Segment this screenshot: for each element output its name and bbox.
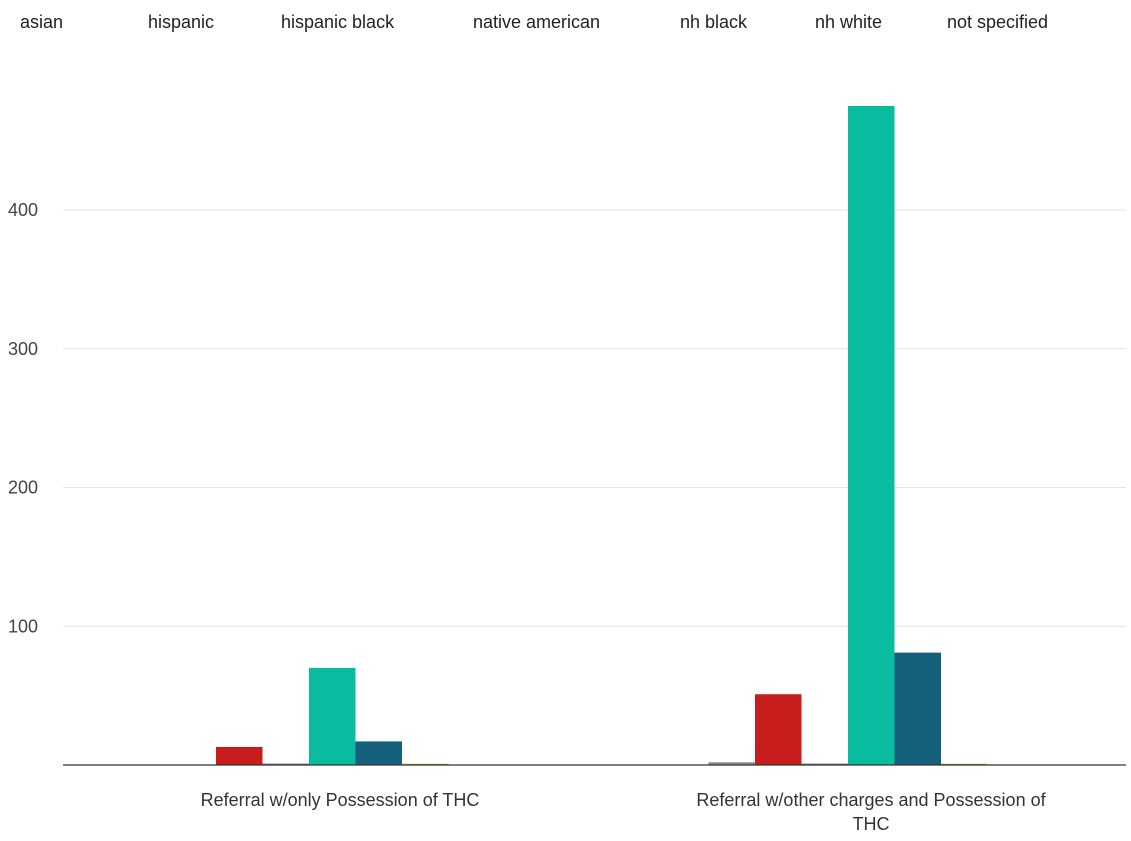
bar-nh-black-2 xyxy=(848,105,895,765)
y-tick-label-100: 100 xyxy=(8,616,38,636)
bar-hispanic-black-2 xyxy=(755,694,802,765)
legend-item-nh-white: nh white xyxy=(815,12,882,32)
legend: asian hispanic hispanic black native americ… xyxy=(20,12,1048,32)
legend-item-native-american: native american xyxy=(473,12,600,32)
x-category-label-1: Referral w/only Possession of THC xyxy=(201,790,480,810)
legend-item-asian: asian xyxy=(20,12,63,32)
bars xyxy=(216,105,988,765)
legend-item-nh-black: nh black xyxy=(680,12,748,32)
bar-nh-white-2 xyxy=(894,652,941,765)
y-tick-label-300: 300 xyxy=(8,339,38,359)
bar-nh-white-1 xyxy=(355,741,402,765)
gridlines xyxy=(63,209,1126,627)
bar-hispanic-2 xyxy=(708,762,755,765)
y-tick-label-400: 400 xyxy=(8,200,38,220)
x-axis-category-labels: Referral w/only Possession of THC Referra… xyxy=(201,790,1047,834)
x-category-label-2: Referral w/other charges and Possession … xyxy=(696,790,1046,834)
legend-item-not-specified: not specified xyxy=(947,12,1048,32)
legend-item-hispanic-black: hispanic black xyxy=(281,12,395,32)
bar-native-american-1 xyxy=(262,763,309,765)
bar-nh-black-1 xyxy=(309,667,356,765)
bar-hispanic-black-1 xyxy=(216,746,263,765)
y-tick-label-200: 200 xyxy=(8,478,38,498)
bar-native-american-2 xyxy=(801,763,848,765)
y-axis-tick-labels: 100 200 300 400 xyxy=(8,200,38,636)
legend-item-hispanic: hispanic xyxy=(148,12,214,32)
